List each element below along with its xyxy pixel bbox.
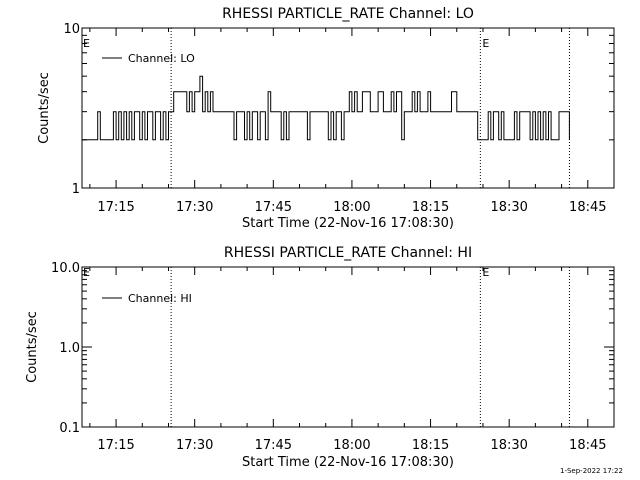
panel-2-title: RHESSI PARTICLE_RATE Channel: HI bbox=[224, 245, 472, 261]
panel-1-xlabel: Start Time (22-Nov-16 17:08:30) bbox=[242, 216, 454, 231]
panel-1-xtick-label-6: 18:45 bbox=[569, 200, 606, 215]
panel-2-legend-label-0: Channel: HI bbox=[128, 292, 192, 305]
panel-1-xtick-label-4: 18:15 bbox=[412, 200, 449, 215]
footer-timestamp: 1-Sep-2022 17:22 bbox=[560, 467, 623, 475]
panel-2-xtick-label-2: 17:45 bbox=[255, 438, 292, 453]
panel-1-xtick-label-0: 17:15 bbox=[97, 200, 134, 215]
panel-1-ylabel: Counts/sec bbox=[37, 72, 52, 144]
panel-2-xtick-label-5: 18:30 bbox=[490, 438, 527, 453]
panel-2-marker-label-1: E bbox=[482, 266, 489, 279]
panel-1-series-line-0 bbox=[82, 75, 570, 141]
panel-2-ytick-label-2: 10.0 bbox=[51, 261, 80, 276]
panel-2-xtick-label-4: 18:15 bbox=[412, 438, 449, 453]
panel-2-frame bbox=[81, 266, 615, 428]
panel-2-xtick-label-1: 17:30 bbox=[176, 438, 213, 453]
panel-1-xtick-label-1: 17:30 bbox=[176, 200, 213, 215]
panel-1-xtick-label-5: 18:30 bbox=[490, 200, 527, 215]
panel-2-ytick-label-0: 0.1 bbox=[59, 421, 80, 436]
panel-2-ytick-label-1: 1.0 bbox=[59, 341, 80, 356]
panel-1-legend-label-0: Channel: LO bbox=[128, 52, 195, 65]
panel-1-frame bbox=[81, 27, 615, 189]
panel-1-corner-label: E bbox=[83, 37, 90, 50]
panel-1-xtick-label-3: 18:00 bbox=[333, 200, 370, 215]
panel-2-corner-label: E bbox=[83, 266, 90, 279]
panel-2-ylabel: Counts/sec bbox=[25, 311, 40, 383]
panel-1-ytick-label-0: 1 bbox=[72, 182, 80, 197]
panel-1-xtick-label-2: 17:45 bbox=[255, 200, 292, 215]
panel-2-xtick-label-0: 17:15 bbox=[97, 438, 134, 453]
panel-1-ytick-label-1: 10 bbox=[63, 22, 80, 37]
panel-2-xtick-label-3: 18:00 bbox=[333, 438, 370, 453]
panel-1-title: RHESSI PARTICLE_RATE Channel: LO bbox=[222, 6, 474, 22]
panel-2-xlabel: Start Time (22-Nov-16 17:08:30) bbox=[242, 455, 454, 470]
panel-1-marker-label-1: E bbox=[482, 37, 489, 50]
panel-2-xtick-label-6: 18:45 bbox=[569, 438, 606, 453]
